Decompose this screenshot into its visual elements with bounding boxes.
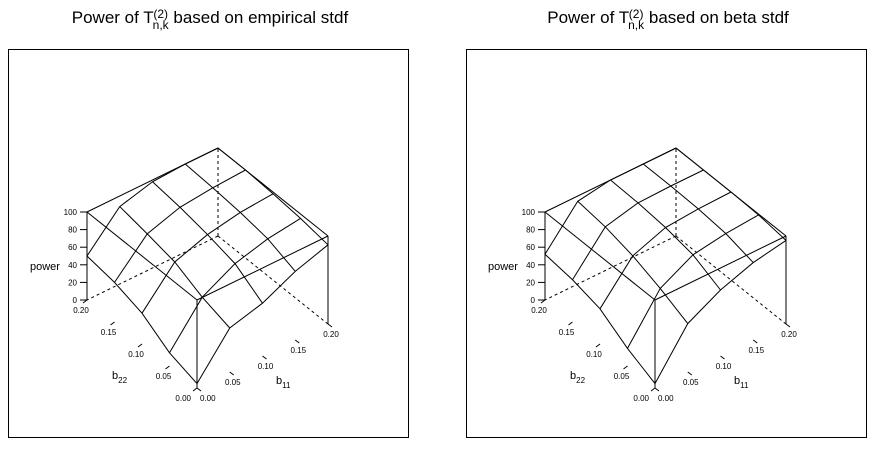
z-tick-label: 20 — [526, 278, 535, 287]
y-axis-tick — [568, 321, 573, 326]
box-edge — [654, 235, 787, 301]
y-tick-label: 0.20 — [531, 306, 547, 315]
x-axis-tick — [687, 371, 693, 376]
surface-mesh-line — [572, 169, 704, 281]
x-tick-label: 0.05 — [225, 378, 241, 387]
x-axis-tick — [720, 355, 725, 360]
y-tick-label: 0.15 — [559, 328, 575, 337]
box-edge — [196, 235, 329, 301]
y-axis-tick — [110, 321, 115, 326]
x-axis-tick — [196, 387, 202, 392]
z-tick-label: 80 — [68, 226, 77, 235]
x-tick-label: 0.00 — [658, 394, 674, 403]
y-axis-tick — [82, 299, 88, 304]
surface-mesh-line — [217, 147, 329, 246]
box-hidden-edge — [217, 235, 329, 325]
surface-mesh-line — [86, 255, 198, 384]
y-tick-label: 0.00 — [175, 394, 191, 403]
surface-mesh-line — [675, 147, 787, 241]
z-tick-label: 100 — [64, 208, 78, 217]
title-rest: based on empirical stdf — [168, 8, 349, 27]
box-edge — [86, 211, 198, 301]
x-axis-tick — [785, 323, 791, 328]
z-tick-label: 100 — [522, 208, 536, 217]
box-edge — [544, 211, 656, 301]
surface-mesh-line — [114, 169, 246, 283]
y-tick-label: 0.10 — [586, 350, 602, 359]
y-axis-label: b22 — [112, 370, 128, 385]
x-tick-label: 0.20 — [323, 330, 339, 339]
title-rest: based on beta stdf — [644, 8, 789, 27]
x-tick-label: 0.10 — [716, 362, 732, 371]
z-tick-label: 80 — [526, 226, 535, 235]
y-tick-label: 0.15 — [101, 328, 117, 337]
x-tick-label: 0.10 — [258, 362, 274, 371]
y-tick-label: 0.05 — [156, 372, 172, 381]
z-tick-label: 0 — [73, 296, 78, 305]
z-axis-label: power — [488, 261, 518, 273]
x-axis-tick — [752, 339, 758, 344]
y-axis-tick — [623, 365, 628, 370]
z-tick-label: 20 — [68, 278, 77, 287]
surface-mesh-line — [119, 206, 231, 329]
x-tick-label: 0.05 — [683, 378, 699, 387]
x-tick-label: 0.20 — [781, 330, 797, 339]
title-main: Power of T — [71, 8, 154, 27]
surface-mesh-line — [184, 163, 296, 272]
z-tick-label: 40 — [68, 261, 77, 270]
y-axis-label: b22 — [570, 370, 586, 385]
surface-mesh-line — [599, 191, 732, 310]
chart-title: Power of T (2) n,k based on beta stdf — [458, 6, 877, 32]
title-scripts: (2) n,k — [152, 6, 169, 32]
y-tick-label: 0.20 — [73, 306, 89, 315]
x-axis-tick — [327, 323, 333, 328]
y-tick-label: 0.05 — [614, 372, 630, 381]
title-scripts: (2) n,k — [628, 6, 645, 32]
title-sup: (2) — [153, 6, 168, 21]
title-sub: n,k — [628, 17, 645, 32]
surface-svg: 0 20 40 60 80 100 power 0.00 0.05 0.10 0.15 0.20 b11… — [30, 147, 339, 403]
box-hidden-edge — [544, 235, 677, 301]
surface-mesh-line — [577, 200, 689, 324]
y-axis-tick — [165, 365, 170, 370]
y-tick-label: 0.00 — [633, 394, 649, 403]
x-tick-label: 0.15 — [290, 346, 306, 355]
y-axis-tick — [540, 299, 546, 304]
surface-plot-beta: Power of T (2) n,k based on beta stdf 0 20 4… — [458, 0, 877, 451]
surface-mesh-line — [544, 253, 656, 384]
surface-plot-empirical: Power of T (2) n,k based on empirical stdf… — [0, 0, 420, 451]
surface-mesh-line — [642, 163, 754, 263]
z-tick-label: 0 — [531, 296, 536, 305]
z-tick-label: 60 — [526, 243, 535, 252]
z-tick-label: 60 — [68, 243, 77, 252]
x-axis-tick — [654, 387, 660, 392]
x-axis-tick — [229, 371, 235, 376]
surface-svg: 0 20 40 60 80 100 power 0.00 0.05 0.10 0.15 0.20 b11… — [488, 147, 797, 403]
surface-mesh-line — [152, 181, 263, 304]
box-hidden-edge — [86, 235, 219, 301]
surface-mesh-line — [610, 179, 721, 291]
plot-frame — [466, 49, 867, 438]
surface-mesh-line — [544, 147, 677, 255]
y-axis-tick — [595, 343, 601, 348]
chart-title: Power of T (2) n,k based on empirical stdf — [0, 6, 420, 32]
x-axis-label: b11 — [734, 375, 749, 390]
z-tick-label: 40 — [526, 261, 535, 270]
box-hidden-edge — [675, 235, 787, 325]
z-axis-label: power — [30, 261, 60, 273]
title-main: Power of T — [547, 8, 630, 27]
x-tick-label: 0.15 — [748, 346, 764, 355]
y-axis-tick — [192, 387, 198, 392]
y-tick-label: 0.10 — [128, 350, 144, 359]
x-tick-label: 0.00 — [200, 394, 216, 403]
plot-frame — [8, 49, 409, 438]
x-axis-label: b11 — [276, 375, 291, 390]
x-axis-tick — [294, 339, 300, 344]
y-axis-tick — [137, 343, 143, 348]
title-sub: n,k — [152, 17, 169, 32]
title-sup: (2) — [628, 6, 644, 21]
y-axis-tick — [650, 387, 656, 392]
x-axis-tick — [262, 355, 267, 360]
